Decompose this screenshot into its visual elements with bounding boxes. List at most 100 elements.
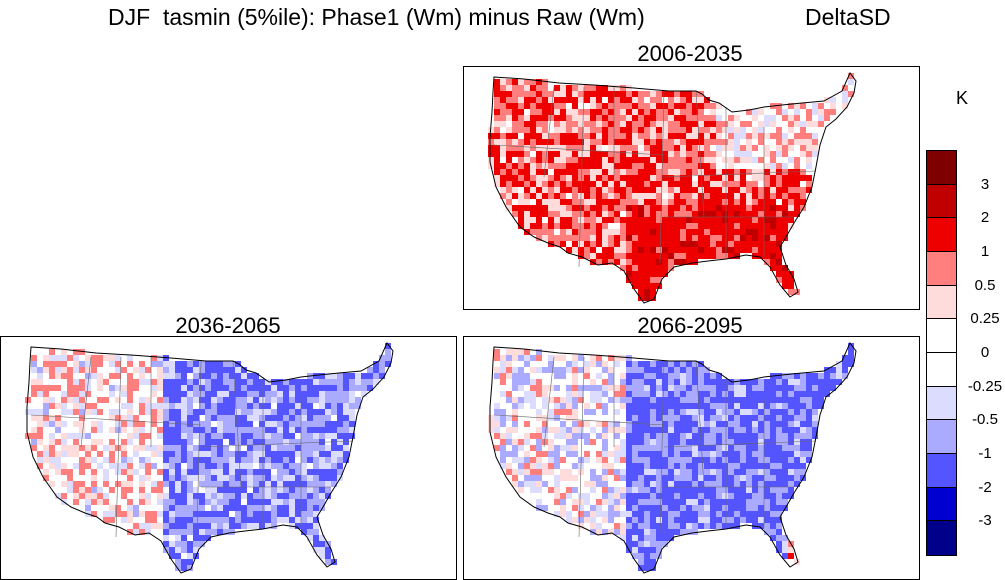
map-cell bbox=[199, 445, 205, 451]
map-cell bbox=[385, 355, 391, 361]
map-cell bbox=[253, 451, 259, 457]
map-cell bbox=[764, 121, 770, 127]
map-cell bbox=[656, 391, 662, 397]
map-cell bbox=[704, 373, 710, 379]
map-cell bbox=[193, 535, 199, 541]
map-cell bbox=[205, 523, 211, 529]
map-cell bbox=[331, 385, 337, 391]
map-cell bbox=[758, 247, 764, 253]
map-cell bbox=[650, 373, 656, 379]
map-cell bbox=[157, 499, 163, 505]
map-cell bbox=[722, 211, 728, 217]
map-cell bbox=[776, 109, 782, 115]
map-cell bbox=[548, 361, 554, 367]
map-cell bbox=[674, 259, 680, 265]
map-cell bbox=[560, 427, 566, 433]
map-cell bbox=[584, 91, 590, 97]
map-cell bbox=[79, 475, 85, 481]
map-cell bbox=[782, 397, 788, 403]
map-cell bbox=[704, 253, 710, 259]
map-cell bbox=[782, 463, 788, 469]
map-cell bbox=[127, 397, 133, 403]
map-cell bbox=[67, 451, 73, 457]
map-cell bbox=[524, 85, 530, 91]
map-cell bbox=[644, 427, 650, 433]
map-cell bbox=[710, 511, 716, 517]
map-cell bbox=[205, 403, 211, 409]
map-cell bbox=[644, 235, 650, 241]
map-cell bbox=[626, 151, 632, 157]
map-cell bbox=[331, 433, 337, 439]
map-cell bbox=[271, 463, 277, 469]
map-cell bbox=[668, 235, 674, 241]
map-cell bbox=[776, 181, 782, 187]
map-cell bbox=[680, 115, 686, 121]
map-cell bbox=[506, 373, 512, 379]
map-cell bbox=[620, 205, 626, 211]
map-cell bbox=[584, 97, 590, 103]
map-cell bbox=[704, 211, 710, 217]
map-cell bbox=[175, 361, 181, 367]
map-cell bbox=[692, 403, 698, 409]
map-cell bbox=[734, 205, 740, 211]
map-cell bbox=[626, 271, 632, 277]
map-cell bbox=[698, 103, 704, 109]
map-cell bbox=[794, 445, 800, 451]
map-cell bbox=[644, 367, 650, 373]
map-cell bbox=[740, 133, 746, 139]
map-cell bbox=[572, 355, 578, 361]
map-cell bbox=[620, 109, 626, 115]
map-cell bbox=[572, 85, 578, 91]
map-cell bbox=[37, 397, 43, 403]
map-cell bbox=[49, 379, 55, 385]
map-cell bbox=[530, 157, 536, 163]
map-cell bbox=[668, 499, 674, 505]
map-cell bbox=[295, 385, 301, 391]
map-cell bbox=[97, 481, 103, 487]
map-cell bbox=[728, 157, 734, 163]
map-cell bbox=[494, 433, 500, 439]
map-cell bbox=[289, 409, 295, 415]
map-cell bbox=[608, 355, 614, 361]
map-cell bbox=[614, 145, 620, 151]
map-cell bbox=[139, 487, 145, 493]
map-cell bbox=[656, 103, 662, 109]
map-cell bbox=[512, 379, 518, 385]
map-cell bbox=[548, 91, 554, 97]
map-cell bbox=[614, 193, 620, 199]
map-cell bbox=[73, 355, 79, 361]
map-cell bbox=[584, 397, 590, 403]
map-cell bbox=[187, 361, 193, 367]
map-cell bbox=[524, 415, 530, 421]
map-cell bbox=[668, 427, 674, 433]
map-cell bbox=[512, 127, 518, 133]
map-cell bbox=[518, 181, 524, 187]
map-cell bbox=[632, 169, 638, 175]
map-cell bbox=[614, 481, 620, 487]
map-cell bbox=[217, 415, 223, 421]
map-cell bbox=[175, 433, 181, 439]
map-cell bbox=[686, 403, 692, 409]
map-cell bbox=[73, 445, 79, 451]
map-cell bbox=[680, 247, 686, 253]
map-cell bbox=[620, 463, 626, 469]
map-cell bbox=[602, 223, 608, 229]
map-cell bbox=[121, 511, 127, 517]
map-cell bbox=[698, 421, 704, 427]
map-cell bbox=[223, 379, 229, 385]
map-cell bbox=[530, 451, 536, 457]
map-cell bbox=[770, 487, 776, 493]
map-cell bbox=[524, 457, 530, 463]
map-cell bbox=[85, 499, 91, 505]
map-cell bbox=[644, 457, 650, 463]
map-cell bbox=[662, 109, 668, 115]
map-cell bbox=[43, 385, 49, 391]
map-cell bbox=[500, 145, 506, 151]
map-cell bbox=[662, 427, 668, 433]
map-cell bbox=[632, 265, 638, 271]
map-cell bbox=[229, 397, 235, 403]
map-cell bbox=[758, 415, 764, 421]
map-cell bbox=[680, 505, 686, 511]
map-cell bbox=[782, 271, 788, 277]
map-cell bbox=[488, 145, 494, 151]
